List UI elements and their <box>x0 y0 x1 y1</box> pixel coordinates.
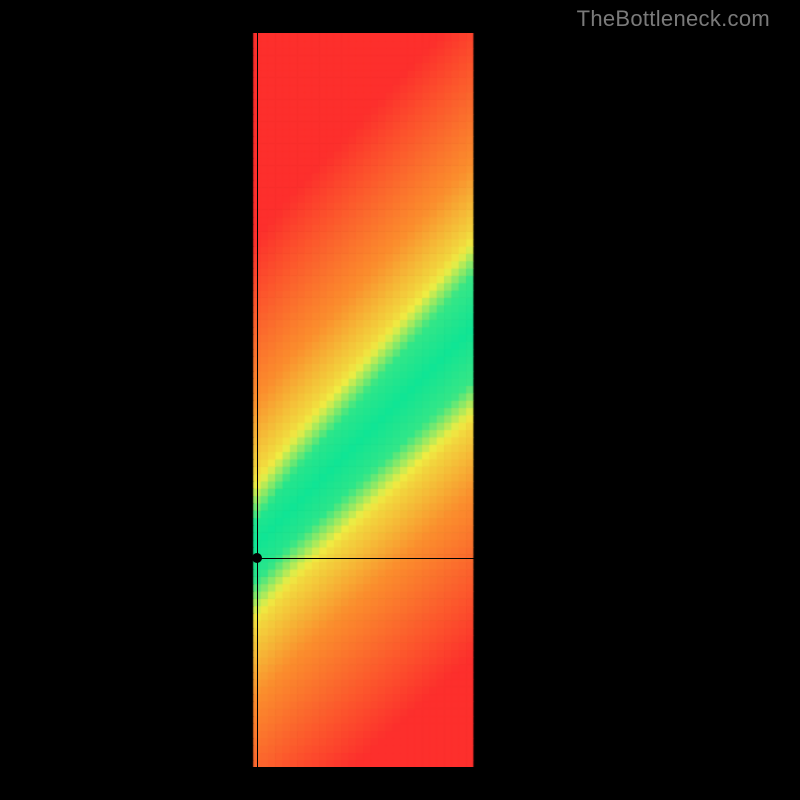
crosshair-horizontal <box>33 558 767 559</box>
selection-marker-dot <box>252 553 262 563</box>
crosshair-vertical <box>257 33 258 767</box>
bottleneck-heatmap <box>33 33 767 767</box>
heatmap-canvas <box>33 33 767 767</box>
watermark-text: TheBottleneck.com <box>577 6 770 32</box>
